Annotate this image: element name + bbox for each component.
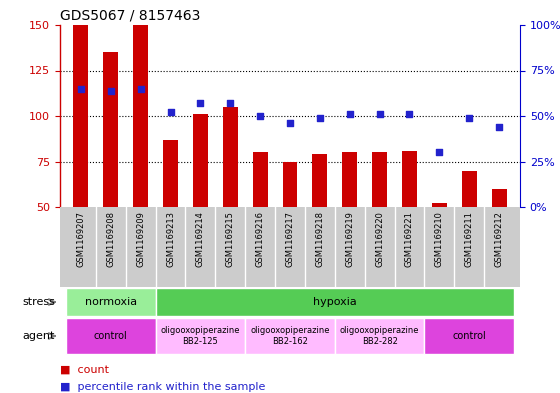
Text: GSM1169221: GSM1169221 (405, 211, 414, 267)
Bar (156, 318, 245, 354)
Text: oligooxopiperazine
BB2-125: oligooxopiperazine BB2-125 (161, 326, 240, 346)
Text: GSM1169214: GSM1169214 (196, 211, 205, 267)
Bar (73, 25, 88, 207)
Bar (133, 25, 148, 207)
Point (315, 115, 324, 121)
Text: GDS5067 / 8157463: GDS5067 / 8157463 (60, 8, 200, 22)
Point (196, 100, 205, 107)
Bar (402, 151, 417, 207)
Text: GSM1169210: GSM1169210 (435, 211, 444, 267)
Text: GSM1169220: GSM1169220 (375, 211, 384, 267)
Text: GSM1169213: GSM1169213 (166, 211, 175, 267)
Bar (245, 318, 335, 354)
Text: agent: agent (22, 331, 55, 341)
Text: ■  count: ■ count (60, 364, 109, 375)
Point (346, 111, 354, 118)
Point (256, 113, 265, 119)
Text: ■  percentile rank within the sample: ■ percentile rank within the sample (60, 382, 265, 391)
Bar (253, 152, 268, 207)
Point (375, 111, 384, 118)
Bar (342, 152, 357, 207)
Point (435, 149, 444, 156)
Point (106, 87, 115, 94)
Point (286, 120, 295, 127)
Text: GSM1169216: GSM1169216 (255, 211, 265, 267)
Bar (66, 318, 156, 354)
Text: stress: stress (22, 297, 55, 307)
Bar (335, 318, 424, 354)
Point (465, 115, 474, 121)
Bar (66, 288, 156, 316)
Bar (283, 162, 297, 207)
Text: GSM1169207: GSM1169207 (76, 211, 86, 267)
Text: GSM1169215: GSM1169215 (226, 211, 235, 267)
Bar (193, 114, 208, 207)
Text: GSM1169219: GSM1169219 (346, 211, 354, 267)
Text: control: control (452, 331, 486, 341)
Bar (163, 140, 178, 207)
Point (166, 109, 175, 116)
Bar (103, 52, 118, 207)
Text: GSM1169217: GSM1169217 (286, 211, 295, 267)
Text: hypoxia: hypoxia (313, 297, 357, 307)
Bar (462, 171, 477, 207)
Text: control: control (94, 331, 128, 341)
Bar (372, 152, 387, 207)
Text: GSM1169212: GSM1169212 (494, 211, 503, 267)
Text: GSM1169208: GSM1169208 (106, 211, 115, 267)
Point (405, 111, 414, 118)
Bar (492, 189, 507, 207)
Point (494, 124, 503, 130)
Bar (312, 154, 328, 207)
Bar (156, 288, 514, 316)
Text: oligooxopiperazine
BB2-162: oligooxopiperazine BB2-162 (250, 326, 330, 346)
Point (226, 100, 235, 107)
Bar (432, 203, 447, 207)
Point (76, 86, 85, 92)
Bar (424, 318, 514, 354)
Text: GSM1169218: GSM1169218 (315, 211, 324, 267)
Text: GSM1169211: GSM1169211 (465, 211, 474, 267)
Text: oligooxopiperazine
BB2-282: oligooxopiperazine BB2-282 (340, 326, 419, 346)
Text: normoxia: normoxia (85, 297, 137, 307)
Point (136, 86, 145, 92)
Text: GSM1169209: GSM1169209 (136, 211, 145, 267)
Bar (223, 107, 238, 207)
